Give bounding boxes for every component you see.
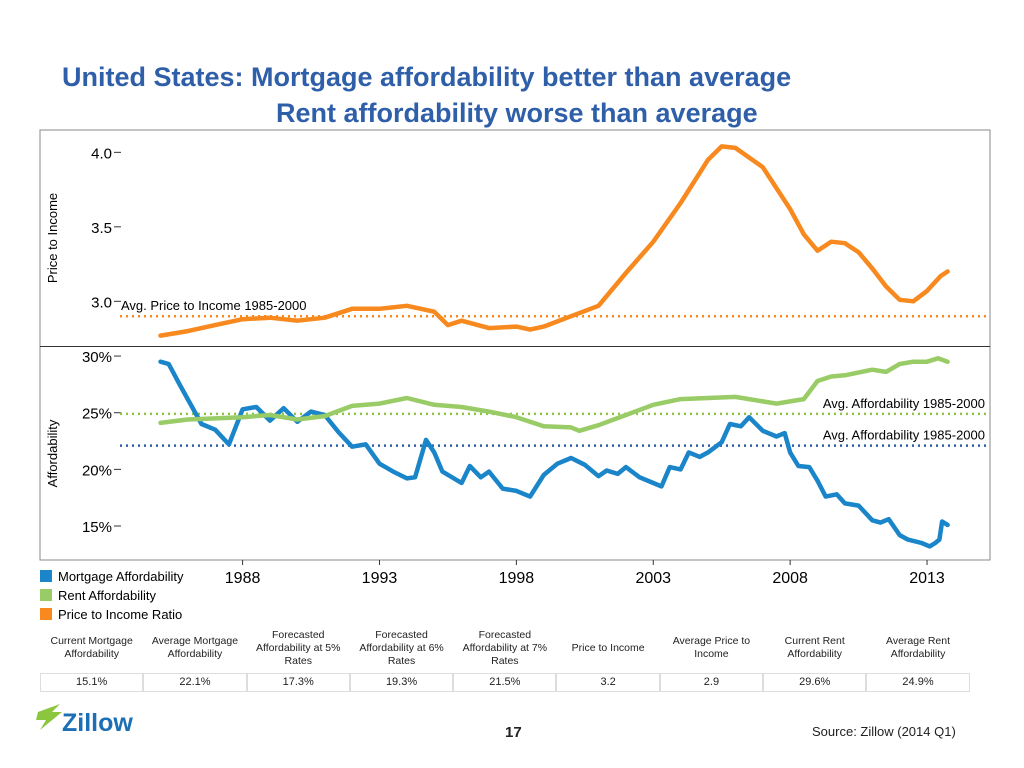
table-cell: 3.2 [556,673,660,692]
x-tick-label: 2013 [909,570,945,587]
table-cell: 24.9% [866,673,970,692]
table-header: Forecasted Affordability at 5% Rates [256,628,341,667]
table-header: Average Price to Income [672,635,751,660]
x-tick-label: 2003 [635,570,671,587]
y-axis-label: Price to Income [45,193,60,283]
chart-frame [39,129,991,561]
y-tick-label: 20% [82,462,112,479]
y-tick-label: 3.5 [91,220,112,237]
table-column: Average Mortgage Affordability 22.1% [143,626,247,692]
logo-text: Zillow [62,709,133,737]
reference-label: Avg. Affordability 1985-2000 [823,428,985,443]
y-tick-label: 25% [82,406,112,423]
table-header: Price to Income [571,641,645,654]
reference-label: Avg. Affordability 1985-2000 [823,396,985,411]
legend-swatch [40,570,52,582]
x-tick-label: 2008 [772,570,808,587]
table-column: Forecasted Affordability at 7% Rates 21.5… [453,626,557,692]
title-line: Rent affordability worse than average [276,98,758,128]
summary-table: Current Mortgage Affordability 15.1% Avera… [40,626,970,692]
table-cell: 29.6% [763,673,867,692]
table-header: Forecasted Affordability at 6% Rates [359,628,444,667]
legend-label: Price to Income Ratio [58,607,182,622]
legend-swatch [40,608,52,620]
x-tick-label: 1988 [225,570,261,587]
data-line [158,359,950,549]
table-cell: 17.3% [246,673,350,692]
y-axis-label: Affordability [45,419,60,487]
table-cell: 21.5% [453,673,557,692]
table-header: Current Rent Affordability [784,635,845,660]
data-line [158,356,950,434]
data-line [158,144,950,338]
page-number: 17 [505,724,522,741]
legend-label: Rent Affordability [58,588,157,603]
table-column: Price to Income 3.2 [556,626,660,692]
table-cell: 15.1% [40,673,144,692]
x-tick-label: 1993 [362,570,398,587]
table-cell: 22.1% [143,673,247,692]
title-line: United States: Mortgage affordability be… [62,62,792,92]
legend-label: Mortgage Affordability [58,569,184,584]
y-tick-label: 15% [82,519,112,536]
table-column: Current Mortgage Affordability 15.1% [40,626,144,692]
y-tick-label: 4.0 [91,145,112,162]
legend-swatch [40,589,52,601]
table-header: Current Mortgage Affordability [50,635,133,660]
table-header: Average Mortgage Affordability [151,635,239,660]
y-tick-label: 3.0 [91,294,112,311]
y-tick-label: 30% [82,349,112,366]
reference-label: Avg. Price to Income 1985-2000 [121,298,307,313]
table-column: Current Rent Affordability 29.6% [763,626,867,692]
x-tick-label: 1998 [499,570,535,587]
source: Source: Zillow (2014 Q1) [812,724,956,739]
table-cell: 2.9 [659,673,764,692]
table-column: Average Price to Income 2.9 [659,626,764,692]
table-header: Forecasted Affordability at 7% Rates [462,628,548,667]
zillow-logo-icon [36,704,62,730]
table-header: Average Rent Affordability [886,635,951,660]
table-column: Average Rent Affordability 24.9% [866,626,970,692]
table-cell: 19.3% [349,673,454,692]
table-column: Forecasted Affordability at 5% Rates 17.3… [246,626,350,692]
table-column: Forecasted Affordability at 6% Rates 19.3… [349,626,454,692]
